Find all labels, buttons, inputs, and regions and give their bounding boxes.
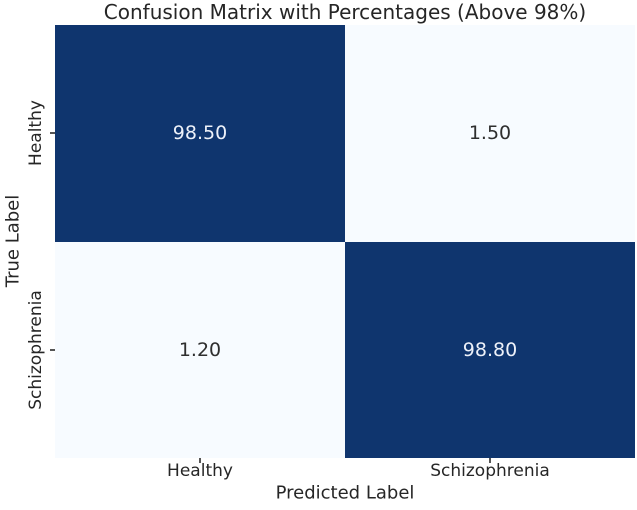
chart-title: Confusion Matrix with Percentages (Above… — [103, 0, 587, 24]
y-axis-tick-mark-healthy — [50, 132, 55, 134]
heatmap-grid: 98.50 1.50 1.20 98.80 — [55, 25, 635, 458]
x-axis-tick-mark-schizophrenia — [489, 458, 491, 463]
y-tick-label-schizophrenia: Schizophrenia — [26, 290, 46, 410]
x-axis-tick-mark-healthy — [199, 458, 201, 463]
heatmap-cell-healthy-schizophrenia: 1.50 — [345, 25, 635, 242]
x-tick-label-healthy: Healthy — [167, 461, 233, 481]
heatmap-cell-schizophrenia-schizophrenia: 98.80 — [345, 241, 635, 458]
y-axis-label: True Label — [2, 194, 24, 288]
y-axis-tick-mark-schizophrenia — [50, 349, 55, 351]
x-axis-label: Predicted Label — [275, 482, 415, 504]
x-tick-label-schizophrenia: Schizophrenia — [430, 461, 550, 481]
heatmap-cell-healthy-healthy: 98.50 — [55, 25, 345, 242]
heatmap-cell-schizophrenia-healthy: 1.20 — [55, 241, 345, 458]
y-tick-label-healthy: Healthy — [26, 100, 46, 166]
